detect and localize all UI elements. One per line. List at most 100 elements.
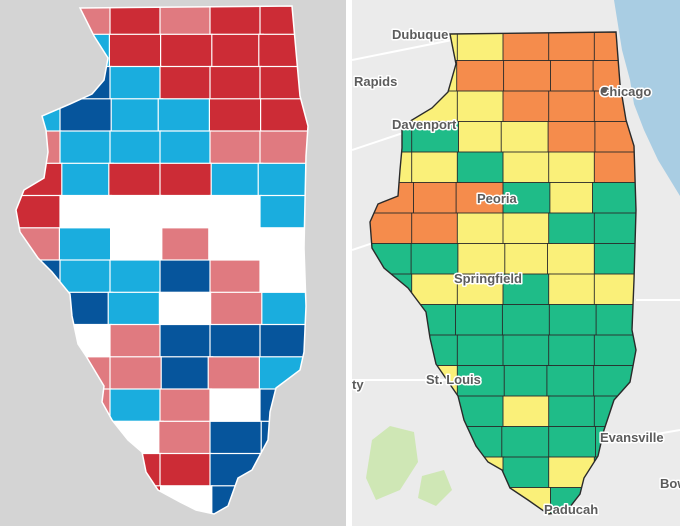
county-11: [550, 60, 599, 93]
county-30: [593, 151, 636, 185]
county-39: [109, 194, 163, 230]
county-58: [158, 291, 212, 327]
county-35: [210, 162, 264, 198]
right-county-map: Dubuque Rapids Davenport Chicago Peoria …: [352, 0, 680, 519]
county-57: [107, 291, 161, 327]
county-36: [592, 182, 636, 215]
city-label-bow: Bow: [660, 476, 680, 491]
county-91: [16, 485, 64, 514]
county-34: [159, 162, 213, 198]
county-20: [411, 121, 460, 154]
county-34: [502, 182, 551, 215]
county-64: [159, 323, 213, 359]
county-63: [109, 323, 163, 359]
county-73: [370, 395, 414, 429]
county-57: [455, 304, 504, 337]
panel-divider: [346, 0, 352, 526]
county-58: [501, 304, 551, 337]
county-4: [502, 32, 551, 63]
county-11: [211, 33, 264, 69]
city-label-peoria: Peoria: [477, 191, 518, 206]
county-86: [59, 452, 113, 488]
county-13: [16, 65, 63, 101]
county-9: [108, 33, 162, 69]
county-33: [108, 162, 161, 198]
county-41: [548, 212, 597, 246]
county-8: [57, 33, 111, 69]
county-51: [109, 259, 163, 295]
county-28: [502, 151, 551, 185]
right-county-map-panel: Dubuque Rapids Davenport Chicago Peoria …: [352, 0, 680, 526]
county-67: [16, 356, 64, 392]
county-24: [260, 98, 308, 134]
county-69: [456, 365, 505, 398]
county-48: [259, 227, 308, 263]
city-label-springfield: Springfield: [454, 271, 522, 286]
county-43: [16, 227, 61, 263]
county-77: [209, 388, 263, 424]
county-44: [410, 243, 459, 276]
county-75: [456, 395, 505, 429]
county-22: [500, 121, 549, 154]
lake-michigan: [614, 0, 680, 196]
county-23: [547, 121, 596, 154]
county-78: [259, 388, 308, 424]
county-4: [159, 6, 213, 37]
county-85: [16, 452, 63, 488]
county-63: [456, 334, 505, 368]
county-53: [209, 259, 263, 295]
county-19: [16, 98, 61, 134]
city-label-st-louis: St. Louis: [426, 372, 481, 387]
county-3: [456, 32, 505, 63]
county-62: [59, 323, 113, 359]
county-5: [548, 32, 597, 63]
county-26: [59, 130, 113, 166]
city-label-evansville: Evansville: [600, 430, 664, 445]
city-label-rapids: Rapids: [354, 74, 397, 89]
county-59: [548, 304, 597, 337]
county-94: [160, 485, 213, 514]
county-68: [58, 356, 111, 392]
county-83: [209, 420, 263, 456]
city-label-chicago: Chicago: [600, 84, 651, 99]
county-70: [160, 356, 214, 392]
county-20: [59, 98, 113, 134]
county-89: [548, 456, 597, 490]
county-50: [411, 273, 460, 307]
county-37: [370, 212, 414, 246]
county-87: [456, 456, 505, 490]
left-county-map: [15, 5, 309, 515]
county-74: [411, 395, 460, 429]
county-15: [456, 90, 505, 124]
county-38: [411, 212, 460, 246]
county-18: [259, 65, 308, 101]
county-50: [59, 259, 113, 295]
county-52: [159, 259, 213, 295]
county-10: [160, 33, 213, 69]
county-24: [594, 121, 636, 154]
county-55: [16, 291, 63, 327]
county-53: [548, 273, 597, 307]
county-23: [208, 98, 262, 134]
county-6: [259, 6, 308, 37]
county-87: [109, 452, 163, 488]
county-14: [59, 65, 113, 101]
county-46: [504, 243, 553, 276]
county-27: [456, 151, 505, 185]
county-67: [370, 365, 416, 398]
county-59: [210, 291, 263, 327]
county-82: [158, 420, 211, 456]
county-81: [111, 420, 164, 456]
county-83: [548, 426, 597, 459]
county-71: [207, 356, 261, 392]
county-27: [109, 130, 163, 166]
county-78: [593, 395, 636, 429]
county-47: [208, 227, 261, 263]
county-38: [59, 194, 113, 230]
county-72: [593, 365, 636, 398]
city-label-davenport: Davenport: [392, 117, 457, 132]
county-25: [370, 151, 414, 185]
county-41: [209, 194, 263, 230]
county-90: [593, 456, 636, 490]
county-72: [258, 356, 308, 392]
